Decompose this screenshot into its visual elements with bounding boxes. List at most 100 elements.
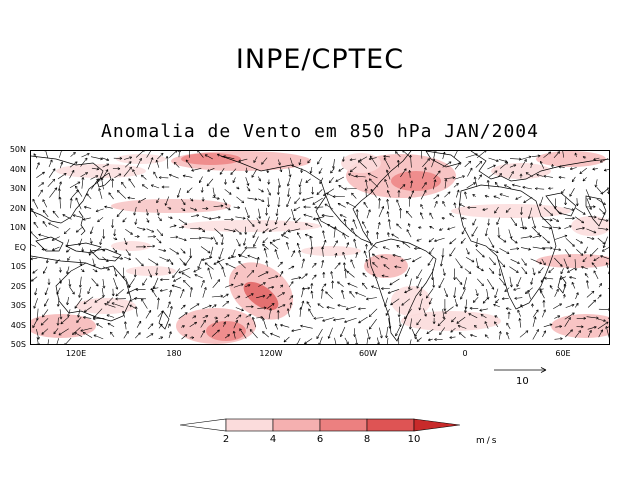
wind-vector [151, 289, 157, 298]
wind-vector [581, 266, 589, 270]
wind-vector-head [419, 293, 421, 297]
wind-vector-head [313, 262, 317, 265]
wind-vector [408, 278, 412, 290]
wind-vector [77, 309, 81, 318]
wind-vector [548, 267, 555, 273]
wind-vector [179, 258, 186, 265]
wind-vector-head [43, 271, 46, 274]
wind-vector-head [114, 274, 117, 277]
wind-vector-head [356, 209, 359, 212]
wind-vector-head [99, 242, 101, 245]
wind-vector-head [502, 265, 506, 268]
wind-vector [90, 156, 103, 160]
wind-vector-head [318, 171, 322, 174]
wind-vector [252, 229, 258, 238]
wind-vector [305, 178, 311, 183]
wind-vector [412, 256, 422, 263]
wind-vector [211, 216, 221, 219]
wind-vector [400, 258, 412, 262]
wind-vector-head [191, 168, 194, 171]
wind-vector [442, 161, 452, 168]
wind-vector [66, 249, 70, 253]
wind-vector-head [469, 161, 472, 164]
wind-vector [236, 238, 241, 247]
wind-vector [585, 189, 591, 201]
wind-vector-head [287, 194, 289, 197]
wind-vector [272, 238, 281, 242]
wind-vector-head [83, 316, 86, 319]
wind-vector-head [220, 204, 224, 206]
wind-vector-head [246, 322, 249, 325]
wind-vector-head [458, 203, 461, 207]
wind-vector-head [440, 264, 443, 267]
wind-vector-head [84, 205, 87, 208]
wind-vector-head [107, 163, 110, 167]
wind-vector-head [338, 168, 341, 172]
wind-vector-head [452, 177, 456, 180]
wind-vector-head [251, 270, 254, 272]
wind-vector [83, 296, 94, 305]
wind-vector-head [580, 254, 584, 256]
wind-vector-head [571, 209, 575, 211]
wind-vector [123, 156, 132, 160]
wind-vector [366, 209, 371, 219]
wind-vector-head [286, 241, 289, 245]
wind-vector-head [512, 184, 515, 187]
wind-vector [178, 219, 188, 225]
wind-vector [182, 175, 193, 178]
wind-vector-head [316, 192, 318, 195]
wind-vector [78, 238, 83, 246]
wind-vector [433, 179, 436, 190]
wind-vector-head [517, 261, 520, 264]
wind-vector-head [416, 286, 420, 289]
wind-vector [324, 203, 334, 210]
wind-vector [257, 307, 267, 309]
wind-vector-head [55, 260, 57, 264]
wind-vector [32, 198, 39, 209]
wind-vector-head [431, 277, 433, 280]
wind-vector-head [576, 292, 579, 295]
wind-vector-head [301, 287, 304, 290]
wind-vector-head [504, 184, 506, 188]
wind-vector-head [509, 284, 512, 288]
wind-vector-head [484, 334, 487, 338]
wind-vector-head [115, 298, 118, 301]
wind-vector [575, 207, 586, 215]
wind-vector [291, 277, 302, 280]
wind-vector [487, 279, 495, 290]
wind-vector-head [456, 320, 459, 324]
wind-vector [337, 304, 347, 308]
wind-vector [57, 173, 67, 180]
wind-vector-head [329, 181, 332, 184]
wind-vector-head [227, 256, 231, 259]
wind-vector-head [239, 328, 242, 330]
wind-vector [404, 308, 412, 320]
wind-vector-head [56, 322, 59, 326]
wind-vector-head [449, 241, 451, 245]
wind-vector-head [464, 310, 467, 313]
wind-vector-head [265, 212, 267, 216]
wind-vector-head [317, 303, 320, 307]
wind-vector-head [195, 322, 197, 325]
wind-vector-head [119, 173, 122, 177]
wind-vector [57, 298, 60, 307]
wind-vector [540, 290, 545, 299]
wind-vector [183, 280, 191, 288]
wind-vector [93, 334, 104, 340]
wind-vector-head [280, 284, 283, 287]
wind-vector-head [78, 295, 80, 298]
wind-vector-head [479, 161, 482, 163]
wind-vector [598, 329, 603, 338]
wind-vector-head [350, 259, 354, 262]
wind-vector [290, 302, 292, 309]
wind-vector-head [493, 304, 496, 307]
wind-vector-head [418, 227, 421, 230]
wind-vector-head [543, 175, 546, 178]
wind-vector-head [67, 314, 69, 317]
wind-vector [299, 250, 301, 257]
wind-vector [231, 249, 236, 258]
wind-vector [189, 321, 197, 327]
wind-vector [387, 190, 391, 198]
wind-vector [95, 208, 104, 212]
wind-vector [59, 196, 61, 209]
